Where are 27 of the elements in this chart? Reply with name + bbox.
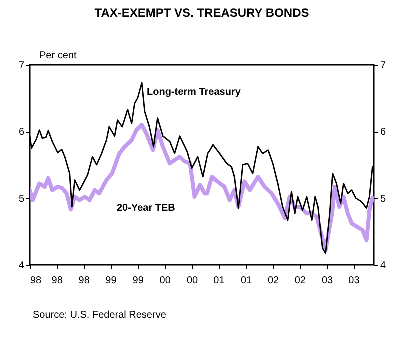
y2-tick-label: 7 bbox=[380, 60, 386, 72]
chart-title: TAX-EXEMPT VS. TREASURY BONDS bbox=[94, 6, 310, 20]
y2-tick-label: 4 bbox=[380, 260, 386, 272]
series-label: Long-term Treasury bbox=[147, 87, 242, 98]
y-axis-title: Per cent bbox=[40, 50, 77, 62]
x-tick-label: 99 bbox=[132, 276, 144, 286]
y2-tick-label: 5 bbox=[380, 194, 386, 205]
x-tick-label: 99 bbox=[106, 276, 118, 286]
y-tick-label: 4 bbox=[18, 260, 25, 272]
x-tick-label: 00 bbox=[160, 276, 172, 286]
x-tick-label: 01 bbox=[240, 276, 253, 286]
x-tick-label: 00 bbox=[186, 276, 199, 286]
x-tick-label: 98 bbox=[78, 276, 90, 286]
x-tick-label: 02 bbox=[268, 276, 280, 286]
y-tick-label: 5 bbox=[18, 194, 25, 205]
x-tick-label: 03 bbox=[322, 276, 334, 286]
y2-tick-label: 6 bbox=[380, 127, 386, 138]
x-tick-label: 03 bbox=[348, 276, 360, 286]
source-note: Source: U.S. Federal Reserve bbox=[33, 310, 167, 321]
line-series bbox=[30, 123, 374, 252]
y-tick-label: 7 bbox=[18, 60, 25, 72]
x-tick-label: 01 bbox=[214, 276, 226, 286]
x-tick-label: 02 bbox=[294, 276, 306, 286]
y-tick-label: 6 bbox=[18, 127, 25, 138]
x-tick-label: 98 bbox=[30, 276, 42, 286]
series-label: 20-Year TEB bbox=[117, 203, 176, 214]
x-tick-label: 98 bbox=[52, 276, 64, 286]
